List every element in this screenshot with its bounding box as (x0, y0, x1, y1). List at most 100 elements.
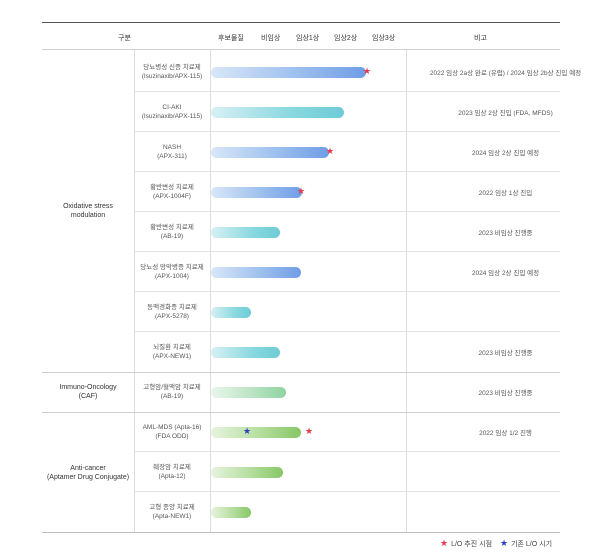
drug-code: (APX-311) (157, 153, 187, 160)
table-row: 고형 종양 치료제 (Apta-NEW1) (135, 492, 560, 532)
drug-name: NASH (162, 144, 182, 151)
drug-cell: 당뇨병성 신증 치료제 (Isuzinaxib/APX-115) (135, 52, 209, 92)
category-label: Oxidative stress modulation (63, 203, 113, 219)
group-divider (42, 372, 560, 373)
row-divider (135, 331, 560, 332)
progress-bar (211, 267, 301, 278)
category-immuno-oncology: Immuno-Oncology (CAF) (42, 372, 134, 412)
legend-red: ★ L/O 추진 시점 (440, 539, 492, 549)
legend-red-label: L/O 추진 시점 (451, 541, 493, 548)
drug-code: (APX-1004F) (153, 193, 191, 200)
progress-bar (211, 347, 280, 358)
drug-name: 고형암/혈액암 치료제 (143, 384, 201, 391)
drug-code: (APX-5278) (155, 313, 189, 320)
legend-blue: ★ 기존 L/O 시기 (500, 539, 552, 549)
row-divider (135, 291, 560, 292)
remark-cell: 2024 임상 2상 진입 예정 (471, 270, 540, 277)
drug-code: (APX-1004) (155, 273, 189, 280)
drug-cell: NASH (APX-311) (135, 132, 209, 172)
drug-cell: 황반변성 치료제 (AB-19) (135, 212, 209, 252)
drug-code: (FDA ODD) (155, 433, 189, 440)
drug-name: 당뇨병성 신증 치료제 (143, 64, 201, 71)
drug-code: (Isuzinaxib/APX-115) (141, 73, 203, 80)
red-star-icon: ★ (363, 67, 372, 77)
remark-cell: 2023 비임상 진행중 (478, 350, 533, 357)
table-row: 췌장암 치료제 (Apta-12) (135, 452, 560, 492)
remark-cell: 2023 비임상 진행중 (478, 390, 533, 397)
table-row: 당뇨성 망막병증 치료제 (APX-1004) 2024 임상 2상 진입 예정 (135, 252, 560, 292)
drug-name: AML-MDS (Apta-16) (142, 424, 202, 431)
remark-cell (451, 452, 560, 492)
drug-cell: 당뇨성 망막병증 치료제 (APX-1004) (135, 252, 209, 292)
progress-bar (211, 307, 251, 318)
drug-name: 당뇨성 망막병증 치료제 (140, 264, 204, 271)
row-divider (135, 451, 560, 452)
table-row: 동맥경화증 치료제 (APX-5278) (135, 292, 560, 332)
progress-bar (211, 147, 329, 158)
blue-star-icon: ★ (243, 427, 252, 437)
drug-cell: 동맥경화증 치료제 (APX-5278) (135, 292, 209, 332)
table-row: 고형암/혈액암 치료제 (AB-19) 2023 비임상 진행중 (135, 372, 560, 412)
progress-bar (211, 387, 286, 398)
remark-cell: 2022 임상 1상 진입 (478, 190, 533, 197)
table-row: 당뇨병성 신증 치료제 (Isuzinaxib/APX-115) ★ 2022 임상 … (135, 52, 582, 92)
drug-name: 췌장암 치료제 (153, 464, 191, 471)
row-divider (135, 251, 560, 252)
row-divider (135, 491, 560, 492)
progress-bar (211, 107, 344, 118)
remark-cell: 2024 임상 2상 진입 예정 (471, 150, 540, 157)
drug-cell: 고형 종양 치료제 (Apta-NEW1) (135, 492, 209, 532)
table-row: CI-AKI (Isuzinaxib/APX-115) 2023 임상 2상 진입 … (135, 92, 560, 132)
drug-cell: AML-MDS (Apta-16) (FDA ODD) (135, 412, 209, 452)
red-star-icon: ★ (297, 187, 306, 197)
drug-code: (APX-NEW1) (152, 353, 192, 360)
progress-bar (211, 427, 301, 438)
drug-code: (AB-19) (160, 233, 184, 240)
blue-star-icon: ★ (500, 539, 509, 549)
group-divider (42, 412, 560, 413)
table-row: 황반변성 치료제 (APX-1004F) ★ 2022 임상 1상 진입 (135, 172, 560, 212)
drug-name: 뇌질환 치료제 (153, 344, 191, 351)
row-divider (135, 91, 560, 92)
header-stage-phase2: 임상2상 (334, 35, 358, 42)
category-label: Anti-cancer (Aptamer Drug Conjugate) (46, 464, 130, 481)
header-stage-phase3: 임상3상 (372, 35, 396, 42)
red-star-icon: ★ (326, 147, 335, 157)
table-header: 구분 후보물질 비임상 임상1상 임상2상 임상3상 비고 (42, 22, 560, 50)
legend-blue-label: 기존 L/O 시기 (511, 541, 553, 548)
remark-cell: 2023 비임상 진행중 (478, 230, 533, 237)
row-divider (135, 171, 560, 172)
header-stage-phase1: 임상1상 (296, 35, 320, 42)
divider-category (134, 50, 135, 533)
table-row: NASH (APX-311) ★ 2024 임상 2상 진입 예정 (135, 132, 560, 172)
category-label: Immuno-Oncology (CAF) (59, 384, 117, 400)
header-category: 구분 (118, 35, 131, 42)
drug-name: 황반변성 치료제 (150, 184, 194, 191)
drug-name: 황반변성 치료제 (150, 224, 194, 231)
table-row: 황반변성 치료제 (AB-19) 2023 비임상 진행중 (135, 212, 560, 252)
drug-cell: CI-AKI (Isuzinaxib/APX-115) (135, 92, 209, 132)
progress-bar (211, 67, 366, 78)
drug-code: (Apta-12) (158, 473, 186, 480)
drug-cell: 췌장암 치료제 (Apta-12) (135, 452, 209, 492)
header-stage-preclinical: 비임상 (261, 35, 281, 42)
drug-cell: 황반변성 치료제 (APX-1004F) (135, 172, 209, 212)
drug-name: 고형 종양 치료제 (149, 504, 195, 511)
drug-name: 동맥경화증 치료제 (147, 304, 197, 311)
drug-cell: 고형암/혈액암 치료제 (AB-19) (135, 372, 209, 412)
remark-cell: 2022 임상 1/2 진행 (479, 430, 532, 437)
drug-code: (Apta-NEW1) (152, 513, 192, 520)
category-anti-cancer: Anti-cancer (Aptamer Drug Conjugate) (42, 412, 134, 533)
drug-code: (AB-19) (160, 393, 184, 400)
category-oxidative-stress: Oxidative stress modulation (42, 50, 134, 372)
red-star-icon: ★ (305, 427, 314, 437)
header-remarks: 비고 (474, 35, 487, 42)
table-row: AML-MDS (Apta-16) (FDA ODD) ★ ★ 2022 임상 1/2 … (135, 412, 560, 452)
row-divider (135, 131, 560, 132)
remark-cell: 2022 임상 2a상 완료 (유럽) / 2024 임상 2b상 진입 예정 (429, 70, 582, 77)
remark-cell: 2023 임상 2상 진입 (FDA, MFDS) (458, 110, 553, 117)
progress-bar (211, 187, 302, 198)
table-bottom-border (42, 532, 560, 533)
drug-cell: 뇌질환 치료제 (APX-NEW1) (135, 332, 209, 372)
drug-name: CI-AKI (162, 104, 182, 111)
